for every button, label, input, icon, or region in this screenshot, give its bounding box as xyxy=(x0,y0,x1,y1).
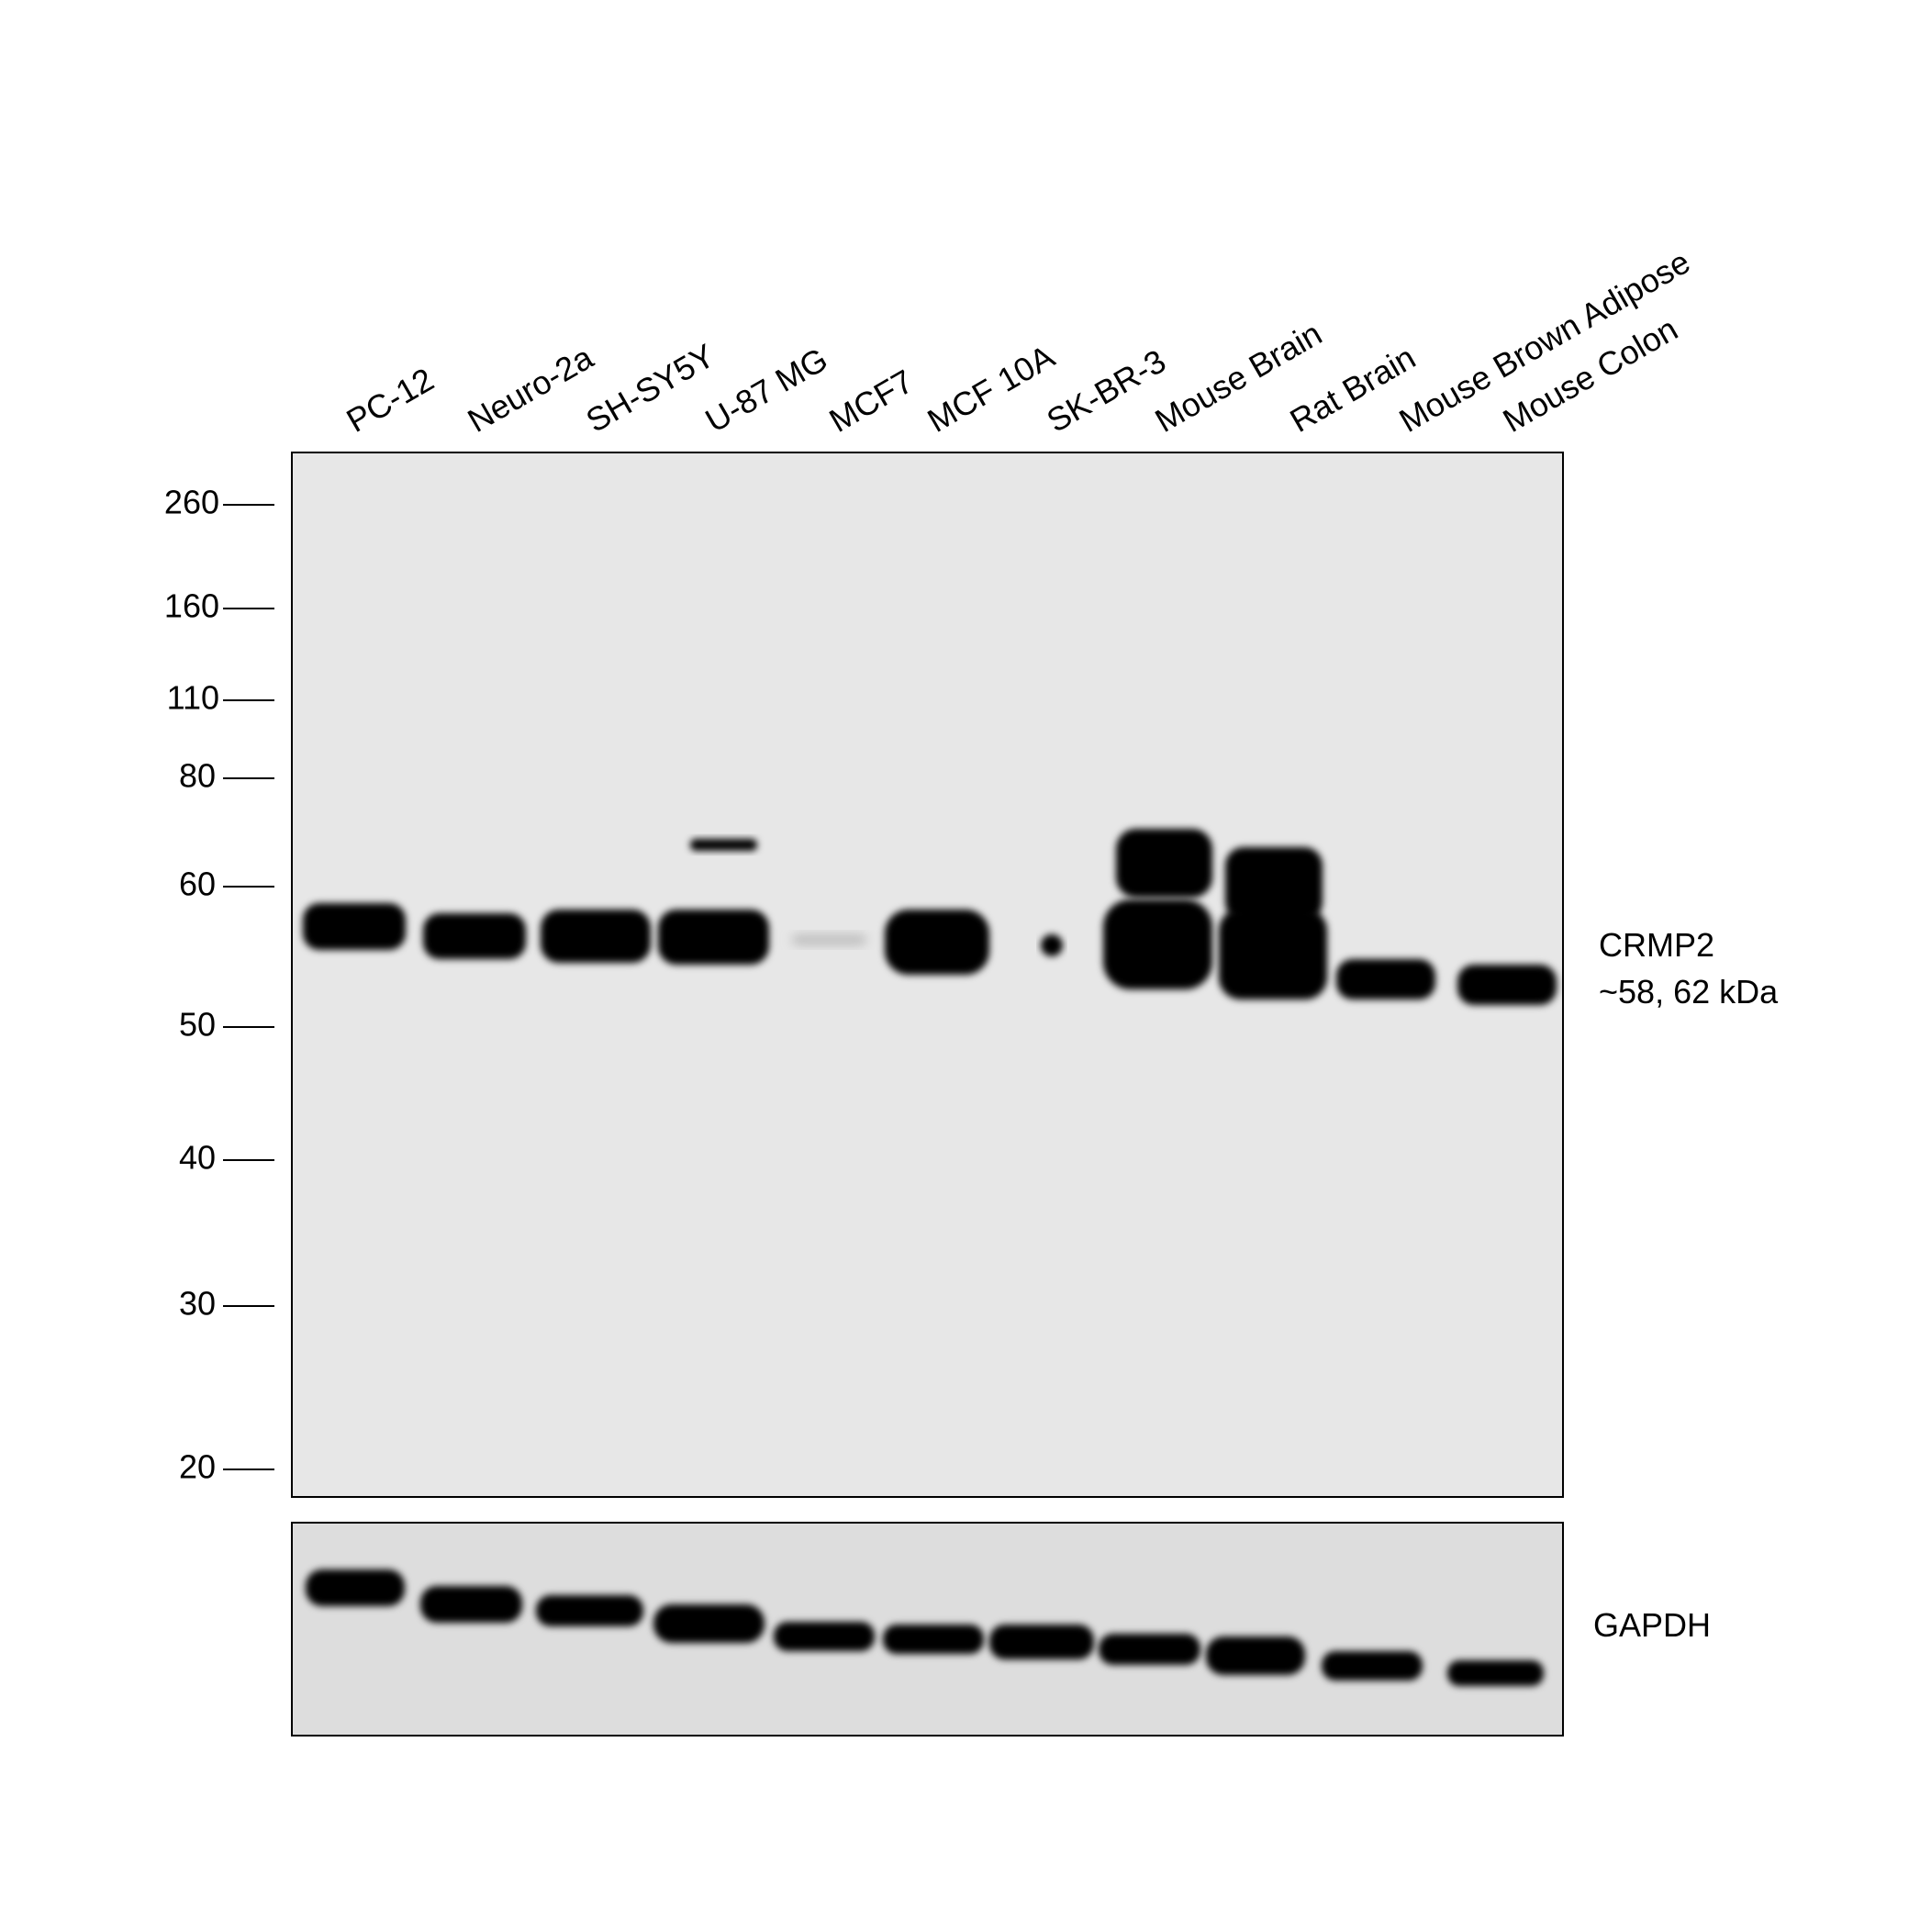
loading-control-label: GAPDH xyxy=(1593,1606,1711,1644)
lane-label: PC-12 xyxy=(340,360,441,440)
marker-label: 20 xyxy=(179,1448,216,1486)
lane-label: U-87 MG xyxy=(699,340,834,440)
lane-label: Neuro-2a xyxy=(462,338,600,440)
band xyxy=(423,913,526,959)
band xyxy=(653,1604,765,1643)
band xyxy=(658,910,769,965)
markers: 260 160 110 80 60 50 40 30 20 xyxy=(164,484,274,1486)
band xyxy=(690,839,757,851)
band xyxy=(1206,1636,1305,1675)
band xyxy=(885,910,989,975)
marker-label: 60 xyxy=(179,865,216,903)
marker-label: 160 xyxy=(164,587,219,625)
band xyxy=(774,1622,875,1651)
band xyxy=(303,903,406,950)
lane-label: MCF7 xyxy=(823,362,920,440)
gapdh-bands xyxy=(306,1569,1544,1686)
band xyxy=(1225,847,1323,921)
target-name: CRMP2 xyxy=(1599,926,1714,964)
band xyxy=(883,1625,984,1654)
band xyxy=(1457,965,1557,1005)
band xyxy=(536,1595,643,1626)
target-size: ~58, 62 kDa xyxy=(1599,973,1779,1011)
lane-label: MCF 10A xyxy=(921,337,1061,440)
marker-label: 40 xyxy=(179,1139,216,1177)
marker-label: 260 xyxy=(164,484,219,521)
band xyxy=(1041,934,1063,956)
lane-labels: PC-12 Neuro-2a SH-SY5Y U-87 MG MCF7 MCF … xyxy=(340,242,1697,440)
band xyxy=(1336,959,1435,1000)
band xyxy=(306,1569,405,1606)
band xyxy=(1219,909,1327,1000)
band xyxy=(1103,899,1212,989)
band xyxy=(420,1586,522,1623)
band xyxy=(792,935,866,944)
crmp2-bands xyxy=(303,829,1557,1005)
band xyxy=(541,910,651,963)
band xyxy=(1447,1660,1544,1686)
marker-label: 110 xyxy=(167,679,219,717)
marker-label: 30 xyxy=(179,1285,216,1323)
marker-label: 50 xyxy=(179,1006,216,1044)
marker-label: 80 xyxy=(179,757,216,795)
lane-label: SH-SY5Y xyxy=(580,336,721,440)
band xyxy=(1099,1634,1200,1665)
band xyxy=(1116,829,1212,898)
lane-label: SK-BR-3 xyxy=(1041,341,1173,440)
band xyxy=(1322,1651,1423,1681)
band xyxy=(989,1625,1094,1659)
